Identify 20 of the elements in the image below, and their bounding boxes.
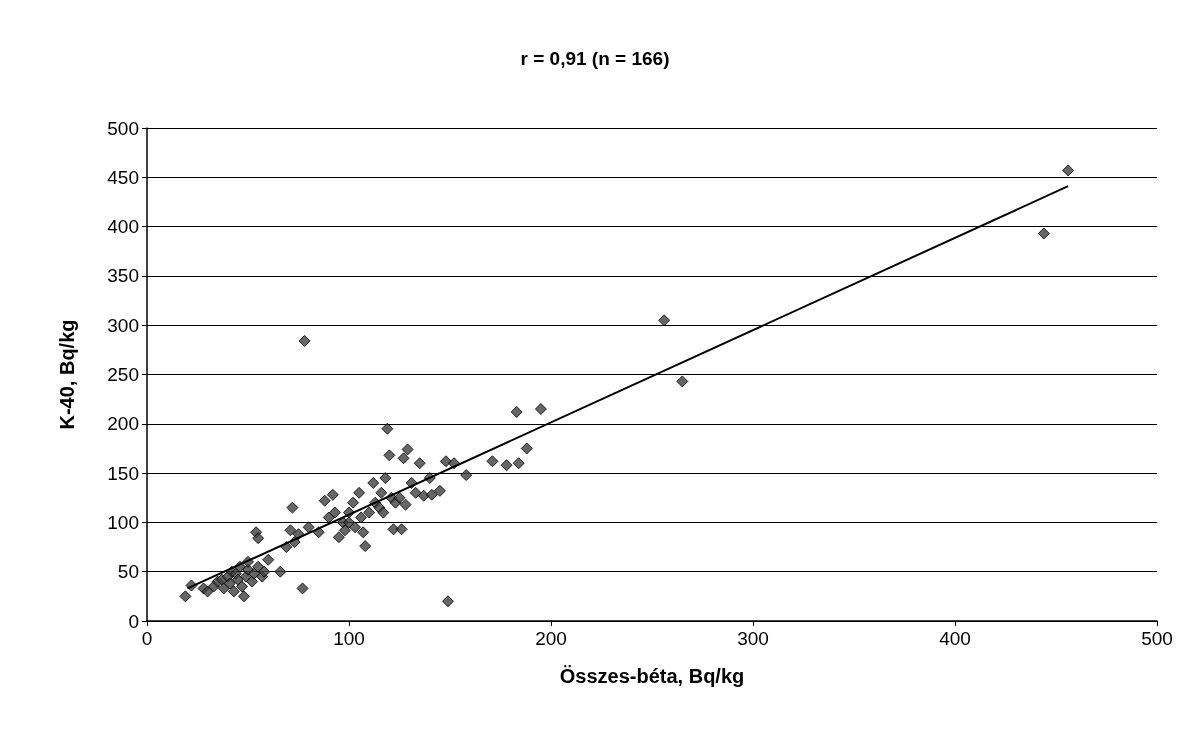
y-tick-label: 500 (107, 117, 139, 139)
y-tick-label: 450 (107, 166, 139, 188)
y-tick-label: 0 (128, 610, 139, 632)
y-tick-label: 300 (107, 314, 139, 336)
x-tick-label: 400 (939, 628, 971, 649)
y-tick-label: 50 (117, 561, 139, 583)
x-tick-label: 300 (737, 628, 769, 649)
y-tick-label: 250 (107, 364, 139, 385)
y-tick-label: 150 (107, 462, 139, 484)
y-tick-label: 400 (107, 216, 139, 238)
chart-title: r = 0,91 (n = 166) (520, 48, 670, 69)
x-tick-label: 0 (141, 628, 153, 649)
x-tick-label: 200 (535, 628, 567, 649)
y-tick-label: 100 (107, 511, 139, 533)
x-tick-label: 100 (333, 628, 365, 649)
y-axis-title: K-40, Bq/kg (56, 319, 78, 430)
y-tick-label: 200 (107, 413, 139, 435)
x-tick-label: 500 (1141, 628, 1173, 649)
y-tick-label: 350 (107, 265, 139, 287)
x-axis-title: Összes-béta, Bq/kg (559, 665, 745, 687)
